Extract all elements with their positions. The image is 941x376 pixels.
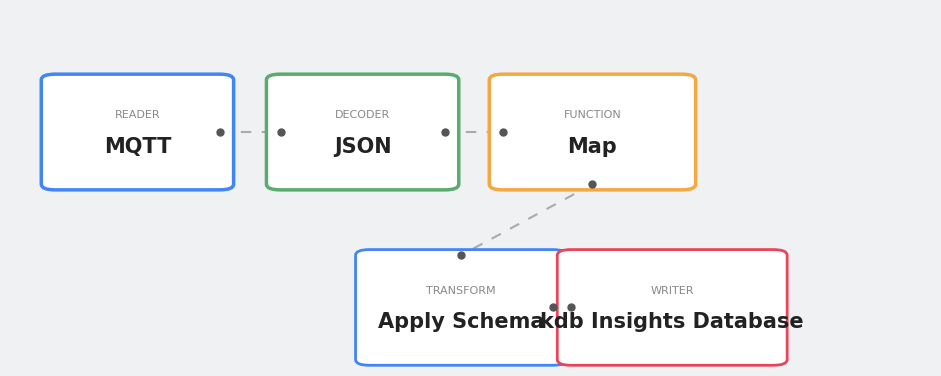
- FancyBboxPatch shape: [41, 74, 233, 190]
- Text: JSON: JSON: [334, 137, 391, 157]
- Text: Apply Schema: Apply Schema: [378, 312, 544, 332]
- FancyBboxPatch shape: [266, 74, 459, 190]
- Text: MQTT: MQTT: [104, 137, 171, 157]
- Text: DECODER: DECODER: [335, 110, 391, 120]
- FancyBboxPatch shape: [557, 250, 788, 365]
- Text: FUNCTION: FUNCTION: [564, 110, 621, 120]
- Text: WRITER: WRITER: [650, 286, 694, 296]
- Text: READER: READER: [115, 110, 160, 120]
- Text: Map: Map: [567, 137, 617, 157]
- FancyBboxPatch shape: [489, 74, 695, 190]
- Text: kdb Insights Database: kdb Insights Database: [540, 312, 804, 332]
- FancyBboxPatch shape: [356, 250, 566, 365]
- Text: TRANSFORM: TRANSFORM: [426, 286, 496, 296]
